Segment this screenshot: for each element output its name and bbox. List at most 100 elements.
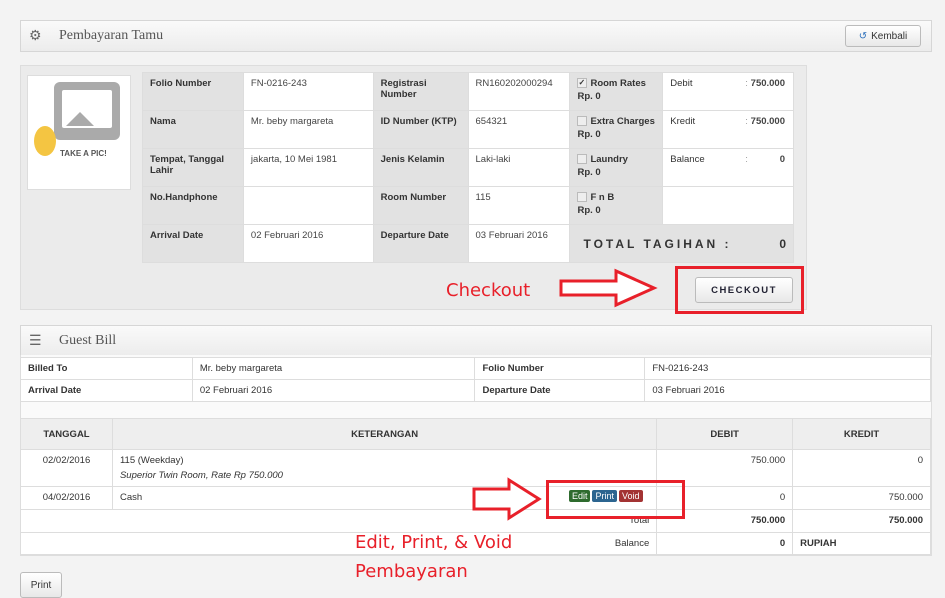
bill-table: TANGGAL KETERANGAN DEBIT KREDIT 02/02/20… [19,418,931,555]
row-date: 04/02/2016 [20,486,113,510]
info-value: jakarta, 10 Mei 1981 [242,148,374,187]
summary-sep: : [745,154,748,165]
info-label: Registrasi Number [372,72,469,111]
desc-main: 115 (Weekday) [119,455,184,466]
checkout-annotation: Checkout [446,280,531,301]
actions-highlight [546,480,685,519]
guest-bill-title: Guest Bill [59,333,117,348]
total-tagihan: TOTAL TAGIHAN : 0 [569,224,794,263]
charge-amount: Rp. 0 [577,129,601,140]
arrow-annotation-icon [472,477,542,521]
bill-info-label: Billed To [20,357,193,380]
print-button[interactable]: Print [20,572,62,598]
charge-amount: Rp. 0 [577,205,601,216]
balance-value: 0 [656,532,794,555]
guest-bill-header: ☰ Guest Bill [20,325,932,357]
info-label: No.Handphone [142,186,244,225]
row-desc: Cash Edit Print Void [111,486,658,510]
payment-panel-header: ⚙ Pembayaran Tamu ↺ Kembali [20,20,932,52]
summary-0: Debit:750.000 [662,72,794,111]
guest-info-table: Folio Number FN-0216-243 Registrasi Number… [142,72,794,263]
summary-value: 750.000 [750,78,785,89]
empty-cell [662,186,794,225]
checkbox[interactable]: ✓ [577,78,588,89]
info-value: 02 Februari 2016 [242,224,374,263]
summary-sep: : [745,78,748,89]
checkbox[interactable] [577,154,588,165]
info-value: RN160202000294 [467,72,571,111]
bill-info-label: Departure Date [474,379,646,402]
checkbox[interactable] [577,116,588,127]
bill-info-value: 02 Februari 2016 [191,379,476,402]
charge-1[interactable]: Extra Charges Rp. 0 [569,110,664,149]
info-label: Jenis Kelamin [372,148,469,187]
info-value [242,186,374,225]
bill-info-value: Mr. beby margareta [191,357,476,380]
info-value: Mr. beby margareta [242,110,374,149]
gear-icon: ⚙ [29,27,42,43]
col-kredit: KREDIT [792,418,931,450]
summary-value: 750.000 [750,116,785,127]
balance-currency: RUPIAH [792,532,931,555]
bill-info-value: 03 Februari 2016 [644,379,931,402]
charge-label: F n B [590,192,615,203]
back-label: Kembali [871,30,908,42]
total-tagihan-value: 0 [779,236,786,251]
charge-2[interactable]: Laundry Rp. 0 [569,148,664,187]
balance-row: Balance 0 RUPIAH [19,532,931,555]
actions-annotation-line1: Edit, Print, & Void [355,532,513,553]
void-button[interactable]: Void [618,490,643,502]
charge-label: Extra Charges [590,116,655,127]
total-tagihan-label: TOTAL TAGIHAN : [583,236,732,251]
checkbox[interactable] [577,192,588,203]
info-label: Room Number [372,186,469,225]
bill-info-table: Billed To Mr. beby margareta Folio Number F… [20,357,931,402]
info-value: FN-0216-243 [242,72,374,111]
back-button[interactable]: ↺ Kembali [845,25,921,47]
desc-sub: Superior Twin Room, Rate Rp 750.000 [119,470,283,481]
info-row: Folio Number FN-0216-243 Registrasi Number… [142,72,794,111]
info-row: Arrival Date 02 Februari 2016 Departure Da… [142,224,794,263]
charge-3[interactable]: F n B Rp. 0 [569,186,664,225]
info-value: 654321 [467,110,571,149]
info-value: Laki-laki [467,148,571,187]
summary-2: Balance: 0 [662,148,794,187]
balance-label: Balance [19,532,658,555]
info-row: Nama Mr. beby margareta ID Number (KTP) 654… [142,110,794,149]
col-tanggal: TANGGAL [20,418,113,450]
row-kredit: 750.000 [792,486,931,510]
info-row: No.Handphone Room Number 115 F n B Rp. 0 [142,186,794,225]
desc-main: Cash [119,492,143,503]
info-label: Departure Date [372,224,469,263]
charge-label: Room Rates [590,78,646,89]
info-label: Tempat, Tanggal Lahir [142,148,244,187]
checkout-button[interactable]: CHECKOUT [695,277,793,303]
info-label: Folio Number [142,72,244,111]
col-debit: DEBIT [656,418,794,450]
arrow-annotation-icon [559,268,658,308]
guest-photo[interactable]: TAKE A PIC! [27,75,131,190]
summary-label: Kredit [670,116,696,127]
total-kredit: 750.000 [792,509,931,533]
back-arrow-icon: ↺ [858,30,868,42]
info-label: ID Number (KTP) [372,110,469,149]
bill-info-value: FN-0216-243 [644,357,931,380]
summary-1: Kredit:750.000 [662,110,794,149]
row-date: 02/02/2016 [20,449,113,487]
bill-info-row: Billed To Mr. beby margareta Folio Number F… [20,357,931,380]
pineapple-icon [34,126,56,156]
summary-sep: : [745,116,748,127]
info-label: Nama [142,110,244,149]
bill-info-label: Folio Number [474,357,646,380]
summary-label: Balance [670,154,705,165]
list-icon: ☰ [29,332,42,348]
row-debit: 0 [656,486,794,510]
info-value: 03 Februari 2016 [467,224,571,263]
print-payment-button[interactable]: Print [592,490,617,502]
edit-button[interactable]: Edit [568,490,591,502]
image-placeholder-icon [54,82,120,140]
bill-info-label: Arrival Date [20,379,193,402]
summary-value: 0 [779,154,785,165]
info-row: Tempat, Tanggal Lahir jakarta, 10 Mei 198… [142,148,794,187]
charge-0[interactable]: ✓ Room Rates Rp. 0 [569,72,664,111]
